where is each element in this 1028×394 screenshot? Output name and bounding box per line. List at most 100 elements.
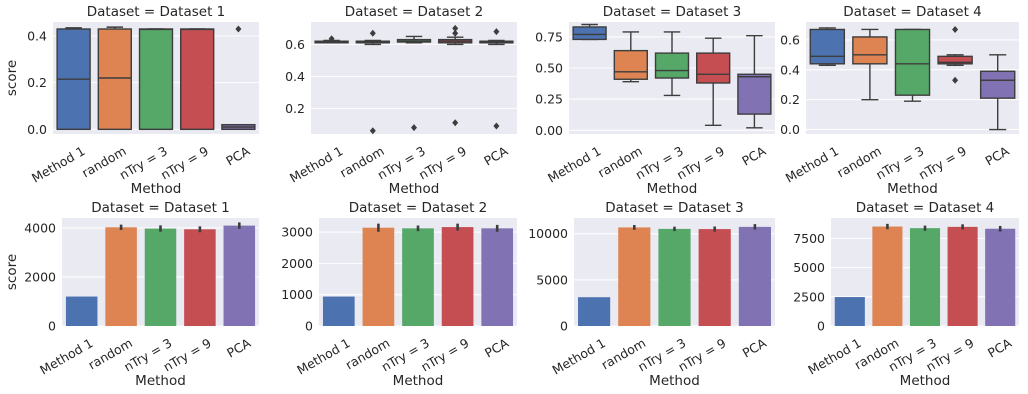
bar-2 <box>362 227 395 326</box>
x-tick-label: nTry = 9 <box>916 143 969 182</box>
box-body <box>572 26 607 41</box>
outlier-point <box>452 29 459 37</box>
x-axis-label: Method <box>900 373 951 389</box>
x-tick-label: Method 1 <box>294 335 352 377</box>
box-3 <box>894 28 931 102</box>
box-5 <box>479 28 514 130</box>
panel-title: Dataset = Dataset 4 <box>843 4 982 20</box>
y-tick-label: 0 <box>817 319 825 334</box>
x-tick-label: Method 1 <box>550 335 608 377</box>
x-tick-label: nTry = 9 <box>416 143 469 182</box>
y-tick-label: 5000 <box>536 272 568 287</box>
outlier-point <box>411 124 417 132</box>
box-3 <box>138 28 174 131</box>
outlier-point <box>493 122 500 130</box>
x-axis-label: Method <box>647 181 698 197</box>
x-tick-label: Method 1 <box>545 143 603 185</box>
outlier-point <box>952 76 959 84</box>
x-axis-label: Method <box>649 373 700 389</box>
x-axis-label: Method <box>135 373 186 389</box>
x-tick-label: Method 1 <box>37 335 95 377</box>
box-1 <box>56 27 91 131</box>
x-tick-label: PCA <box>740 335 769 361</box>
y-tick-label: 0.4 <box>780 62 800 77</box>
box-2 <box>97 26 132 131</box>
bar-4 <box>184 229 216 326</box>
y-tick-label: 0 <box>305 319 313 334</box>
y-tick-label: 7500 <box>793 231 825 246</box>
y-axis-label: score <box>4 254 20 290</box>
bar-5 <box>481 228 514 326</box>
panel-title: Dataset = Dataset 2 <box>345 4 484 20</box>
bar-1 <box>65 296 98 326</box>
panel-title: Dataset = Dataset 2 <box>349 200 488 216</box>
panel-title: Dataset = Dataset 3 <box>605 200 744 216</box>
x-axis-label: Method <box>887 181 938 197</box>
box-body <box>138 28 174 131</box>
y-tick-label: 0.4 <box>27 29 47 44</box>
bar-2 <box>618 227 651 326</box>
x-axis-label: Method <box>131 181 182 197</box>
x-tick-label: PCA <box>985 335 1014 361</box>
panel-title: Dataset = Dataset 1 <box>91 200 230 216</box>
y-tick-label: 0.2 <box>780 92 800 107</box>
outlier-point <box>328 35 335 43</box>
x-tick-label: nTry = 9 <box>158 143 211 182</box>
box-body <box>696 52 731 84</box>
y-tick-label: 0.75 <box>535 29 563 44</box>
y-tick-label: 0 <box>560 319 568 334</box>
x-tick-label: PCA <box>482 335 511 361</box>
y-tick-label: 0.25 <box>535 92 563 107</box>
box-body <box>737 73 772 115</box>
bar-3 <box>144 228 177 326</box>
panel-title: Dataset = Dataset 4 <box>856 200 995 216</box>
box-4 <box>937 25 973 84</box>
box-1 <box>809 27 846 67</box>
box-body <box>180 28 215 131</box>
bar-1 <box>322 296 355 326</box>
outlier-point <box>369 29 376 37</box>
y-tick-label: 3000 <box>281 225 313 240</box>
y-tick-label: 10000 <box>528 226 568 241</box>
box-3 <box>654 31 690 97</box>
x-tick-label: PCA <box>224 335 253 361</box>
box-4 <box>438 24 473 127</box>
box-5 <box>979 54 1016 131</box>
y-tick-label: 2500 <box>793 289 825 304</box>
x-axis-label: Method <box>389 181 440 197</box>
box-1 <box>314 35 349 44</box>
bar-4 <box>441 227 474 326</box>
x-tick-label: Method 1 <box>29 143 87 185</box>
y-tick-label: 0 <box>48 319 56 334</box>
box-body <box>894 28 931 96</box>
y-tick-label: 0.4 <box>285 69 305 84</box>
bar-5 <box>738 226 771 326</box>
outlier-point <box>452 119 459 127</box>
bar-2 <box>872 226 903 326</box>
y-tick-label: 0.2 <box>285 101 305 116</box>
y-tick-label: 0.00 <box>535 123 563 138</box>
y-tick-label: 4000 <box>24 220 56 235</box>
x-tick-label: PCA <box>983 143 1012 169</box>
y-tick-label: 0.6 <box>780 32 800 47</box>
box-4 <box>696 37 731 126</box>
x-tick-label: nTry = 3 <box>873 143 926 182</box>
outlier-point <box>369 127 376 135</box>
bar-5 <box>985 228 1016 326</box>
x-tick-label: nTry = 9 <box>674 143 727 182</box>
box-body <box>979 70 1016 99</box>
bar-3 <box>402 228 434 326</box>
box-2 <box>613 31 648 83</box>
y-tick-label: 2000 <box>24 269 56 284</box>
x-tick-label: PCA <box>739 143 768 169</box>
y-tick-label: 1000 <box>281 287 313 302</box>
bar-1 <box>834 297 865 326</box>
box-body <box>613 49 648 80</box>
x-tick-label: Method 1 <box>287 143 345 185</box>
bar-2 <box>105 227 137 326</box>
